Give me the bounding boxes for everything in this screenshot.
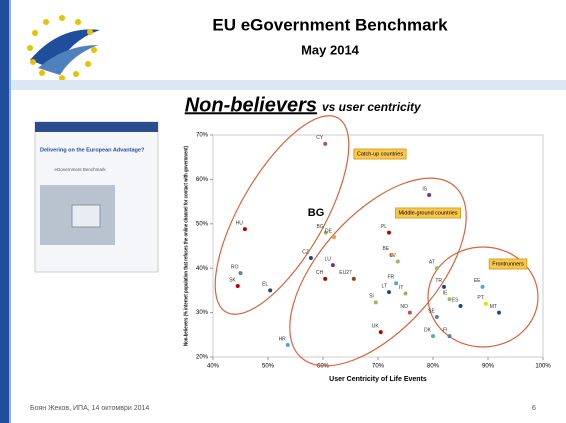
point-label: LT bbox=[382, 284, 387, 290]
point bbox=[394, 281, 398, 285]
point bbox=[374, 300, 378, 304]
point bbox=[309, 256, 313, 260]
point-label: DK bbox=[424, 327, 432, 333]
point bbox=[323, 142, 327, 146]
y-tick-label: 30% bbox=[196, 310, 209, 316]
slide-canvas: EU eGovernment Benchmark May 2014 Non-be… bbox=[0, 0, 566, 423]
point-label: EL bbox=[262, 282, 268, 288]
point bbox=[459, 304, 463, 308]
point-label: FI bbox=[443, 327, 447, 333]
y-tick-label: 50% bbox=[196, 221, 209, 227]
point-label: CZ bbox=[302, 249, 309, 255]
point-label: SI bbox=[369, 294, 374, 300]
point bbox=[352, 277, 356, 281]
point bbox=[387, 231, 391, 235]
point bbox=[379, 330, 383, 334]
point-label: TR bbox=[435, 278, 442, 284]
point-label: UK bbox=[372, 323, 380, 329]
point bbox=[332, 235, 336, 239]
point-label: HR bbox=[279, 336, 287, 342]
footer-author: Боян Жеков, ИПА, 14 октомври 2014 bbox=[30, 405, 149, 412]
x-tick-label: 50% bbox=[262, 364, 275, 370]
point-label: SK bbox=[229, 277, 236, 283]
point bbox=[497, 311, 501, 315]
group-ellipse bbox=[190, 97, 375, 333]
point bbox=[442, 285, 446, 289]
point-label: IS bbox=[422, 186, 427, 192]
point bbox=[331, 263, 335, 267]
x-tick-label: 70% bbox=[372, 364, 385, 370]
point-label: LU bbox=[324, 256, 331, 262]
point-label: PL bbox=[381, 224, 387, 230]
point bbox=[427, 193, 431, 197]
heading-rest: vs user centricity bbox=[322, 100, 422, 114]
page-number: 6 bbox=[532, 405, 536, 412]
point-label: DE bbox=[325, 228, 333, 234]
point-label: MT bbox=[490, 304, 497, 310]
y-tick-label: 70% bbox=[196, 133, 209, 139]
point-label: FR bbox=[387, 275, 394, 281]
slide-title: EU eGovernment Benchmark bbox=[212, 15, 448, 34]
point-label: IE bbox=[443, 291, 448, 297]
point bbox=[286, 343, 290, 347]
point-label: EU27 bbox=[339, 270, 352, 276]
point bbox=[484, 302, 488, 306]
point bbox=[387, 290, 391, 294]
point bbox=[404, 292, 408, 296]
point-label: ES bbox=[452, 297, 459, 303]
x-tick-label: 80% bbox=[427, 364, 440, 370]
divider bbox=[11, 80, 566, 90]
point-label: CH bbox=[316, 270, 324, 276]
report-name: eGovernment Benchmark bbox=[54, 167, 106, 172]
point-label: BG bbox=[317, 224, 324, 230]
x-tick-label: 100% bbox=[535, 364, 551, 370]
highlight-label: BG bbox=[308, 207, 325, 219]
point bbox=[236, 284, 240, 288]
x-tick-label: 90% bbox=[482, 364, 495, 370]
slide-subtitle: May 2014 bbox=[301, 42, 360, 57]
point bbox=[408, 311, 412, 315]
point bbox=[435, 266, 439, 270]
point-label: PT bbox=[477, 295, 483, 301]
x-axis-label: User Centricity of Life Events bbox=[329, 376, 427, 383]
side-bar-edge bbox=[9, 0, 11, 423]
point bbox=[431, 334, 435, 338]
point bbox=[435, 315, 439, 319]
logo bbox=[27, 15, 100, 81]
point bbox=[239, 271, 243, 275]
side-bar bbox=[0, 0, 9, 423]
group-label: Middle-ground countries bbox=[398, 210, 457, 216]
y-tick-label: 40% bbox=[196, 266, 209, 272]
point-label: CY bbox=[316, 135, 324, 141]
y-tick-label: 60% bbox=[196, 177, 209, 183]
point-label: LV bbox=[390, 253, 396, 259]
point-label: RO bbox=[231, 264, 239, 270]
point bbox=[448, 334, 452, 338]
report-title: Delivering on the European Advantage? bbox=[40, 147, 145, 153]
y-axis-label: Non-believers (% internet population tha… bbox=[183, 146, 189, 346]
point bbox=[396, 260, 400, 264]
point bbox=[323, 277, 327, 281]
report-cover: Delivering on the European Advantage? eG… bbox=[35, 122, 158, 272]
y-tick-label: 20% bbox=[196, 355, 209, 361]
x-tick-label: 60% bbox=[317, 364, 330, 370]
point-label: NO bbox=[400, 304, 408, 310]
point bbox=[481, 285, 485, 289]
slide: EU eGovernment Benchmark May 2014 Non-be… bbox=[0, 0, 566, 423]
x-tick-label: 40% bbox=[207, 364, 220, 370]
chart: 20% 30% 40% 50% 60% 70% 40% 50% 60% 70% 80% 90% 100%… bbox=[183, 97, 551, 396]
point bbox=[243, 227, 247, 231]
point bbox=[268, 288, 272, 292]
point-label: SE bbox=[428, 308, 435, 314]
group-label: Catch-up countries bbox=[357, 151, 403, 157]
point-label: EE bbox=[474, 278, 481, 284]
point-label: BE bbox=[383, 246, 390, 252]
group-label: Frontrunners bbox=[492, 261, 524, 267]
point-label: HU bbox=[236, 220, 244, 226]
point-label: IT bbox=[399, 285, 403, 291]
point-label: AT bbox=[429, 260, 435, 266]
heading-main: Non-believers bbox=[185, 94, 317, 116]
